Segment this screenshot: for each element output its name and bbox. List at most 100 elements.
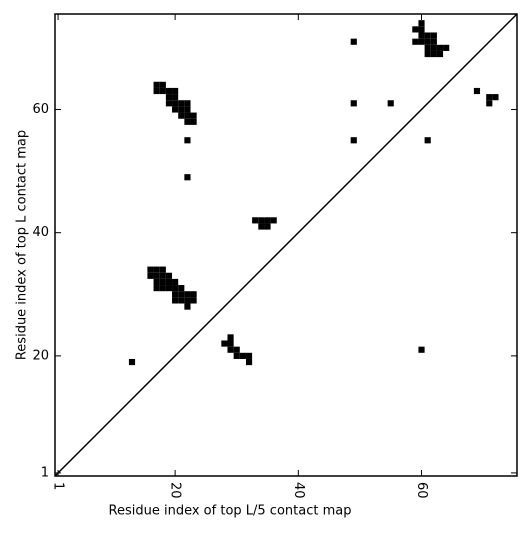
contact-cell — [424, 44, 431, 51]
contact-cell — [184, 174, 191, 181]
contact-cell — [227, 334, 234, 341]
contact-cell — [184, 297, 191, 304]
contact-cell — [264, 223, 271, 230]
contact-cell — [252, 217, 259, 224]
contact-cell — [165, 94, 173, 101]
contact-cell — [350, 38, 357, 45]
contact-cell — [436, 44, 444, 51]
contact-cell — [387, 100, 394, 107]
contact-cell — [172, 285, 179, 292]
contact-cell — [486, 100, 493, 107]
x-tick-label: 60 — [414, 482, 429, 499]
contact-cell — [412, 38, 419, 45]
contact-cell — [418, 26, 425, 33]
contact-cell — [424, 38, 431, 45]
contact-cell — [178, 112, 185, 119]
plot-frame — [54, 13, 518, 477]
diagonal-line — [54, 13, 518, 477]
contact-cell — [128, 358, 136, 366]
contact-cell — [264, 217, 271, 224]
contact-cell — [190, 118, 197, 125]
contact-cell — [436, 50, 444, 58]
contact-cell — [172, 291, 179, 298]
contact-cell — [172, 278, 179, 286]
contact-cell — [492, 94, 499, 101]
contact-cell — [190, 297, 197, 304]
contact-cell — [178, 297, 185, 304]
contact-cell — [486, 94, 493, 101]
x-tick-label: 40 — [291, 482, 306, 499]
contact-cell — [184, 118, 191, 125]
contact-cell — [147, 266, 154, 273]
contact-cell — [172, 106, 179, 113]
y-tick-label: 20 — [32, 348, 49, 363]
contact-cell — [172, 87, 179, 95]
contact-cell — [270, 217, 277, 224]
contact-cell — [190, 291, 197, 298]
contact-cell — [178, 100, 185, 107]
contact-cell — [430, 50, 437, 58]
contact-cell — [430, 44, 437, 51]
contact-cell — [184, 137, 191, 144]
contact-cell — [350, 100, 357, 107]
contact-cell — [184, 291, 191, 298]
contact-cell — [165, 272, 173, 279]
contact-cell — [159, 266, 166, 273]
contact-cell — [443, 44, 450, 51]
contact-cell — [424, 32, 431, 39]
contact-cell — [418, 20, 425, 27]
y-tick-label: 60 — [32, 102, 49, 117]
contact-cell — [184, 112, 191, 119]
contact-cell — [233, 346, 240, 353]
contact-cell — [418, 32, 425, 39]
contact-cell — [184, 106, 191, 113]
contact-cell — [221, 340, 228, 347]
contact-cell — [424, 50, 431, 58]
contact-cell — [412, 26, 419, 33]
contact-cell — [258, 223, 265, 230]
contact-cell — [418, 38, 425, 45]
contact-cell — [165, 278, 173, 286]
contact-cell — [184, 303, 191, 310]
contact-cell — [245, 352, 253, 359]
contact-cell — [159, 272, 166, 279]
contact-cell — [165, 285, 173, 292]
contact-cell — [159, 278, 166, 286]
contact-cell — [227, 346, 234, 353]
contact-cell — [172, 100, 179, 107]
contact-cell — [153, 87, 160, 95]
contact-cell — [159, 81, 166, 88]
y-tick-label: 1 — [41, 465, 49, 480]
contact-cell — [172, 297, 179, 304]
y-tick-label: 40 — [32, 225, 49, 240]
contact-cell — [165, 87, 173, 95]
contact-cell — [147, 272, 154, 279]
contact-cell — [233, 352, 240, 359]
contact-cell — [153, 266, 160, 273]
x-axis-label: Residue index of top L/5 contact map — [109, 504, 352, 519]
contact-cell — [350, 137, 357, 144]
contact-cell — [165, 100, 173, 107]
contact-cell — [153, 81, 160, 88]
contact-cell — [153, 278, 160, 286]
contact-cell — [258, 217, 265, 224]
contact-cell — [184, 100, 191, 107]
contact-cell — [418, 346, 425, 353]
contact-cell — [430, 32, 437, 39]
contact-cell — [227, 340, 234, 347]
y-axis-label: Residue index of top L contact map — [15, 130, 30, 360]
contact-cell — [178, 106, 185, 113]
contact-cell — [178, 285, 185, 292]
contact-cell — [153, 272, 160, 279]
contact-cell — [430, 38, 437, 45]
contact-cell — [239, 352, 246, 359]
x-tick-label: 1 — [51, 482, 66, 490]
contact-cell — [178, 291, 185, 298]
contact-cell — [153, 285, 160, 292]
contact-cell — [424, 137, 431, 144]
contact-cell — [159, 87, 166, 95]
contact-cell — [245, 358, 253, 366]
contact-cell — [473, 87, 481, 95]
contact-cell — [172, 94, 179, 101]
